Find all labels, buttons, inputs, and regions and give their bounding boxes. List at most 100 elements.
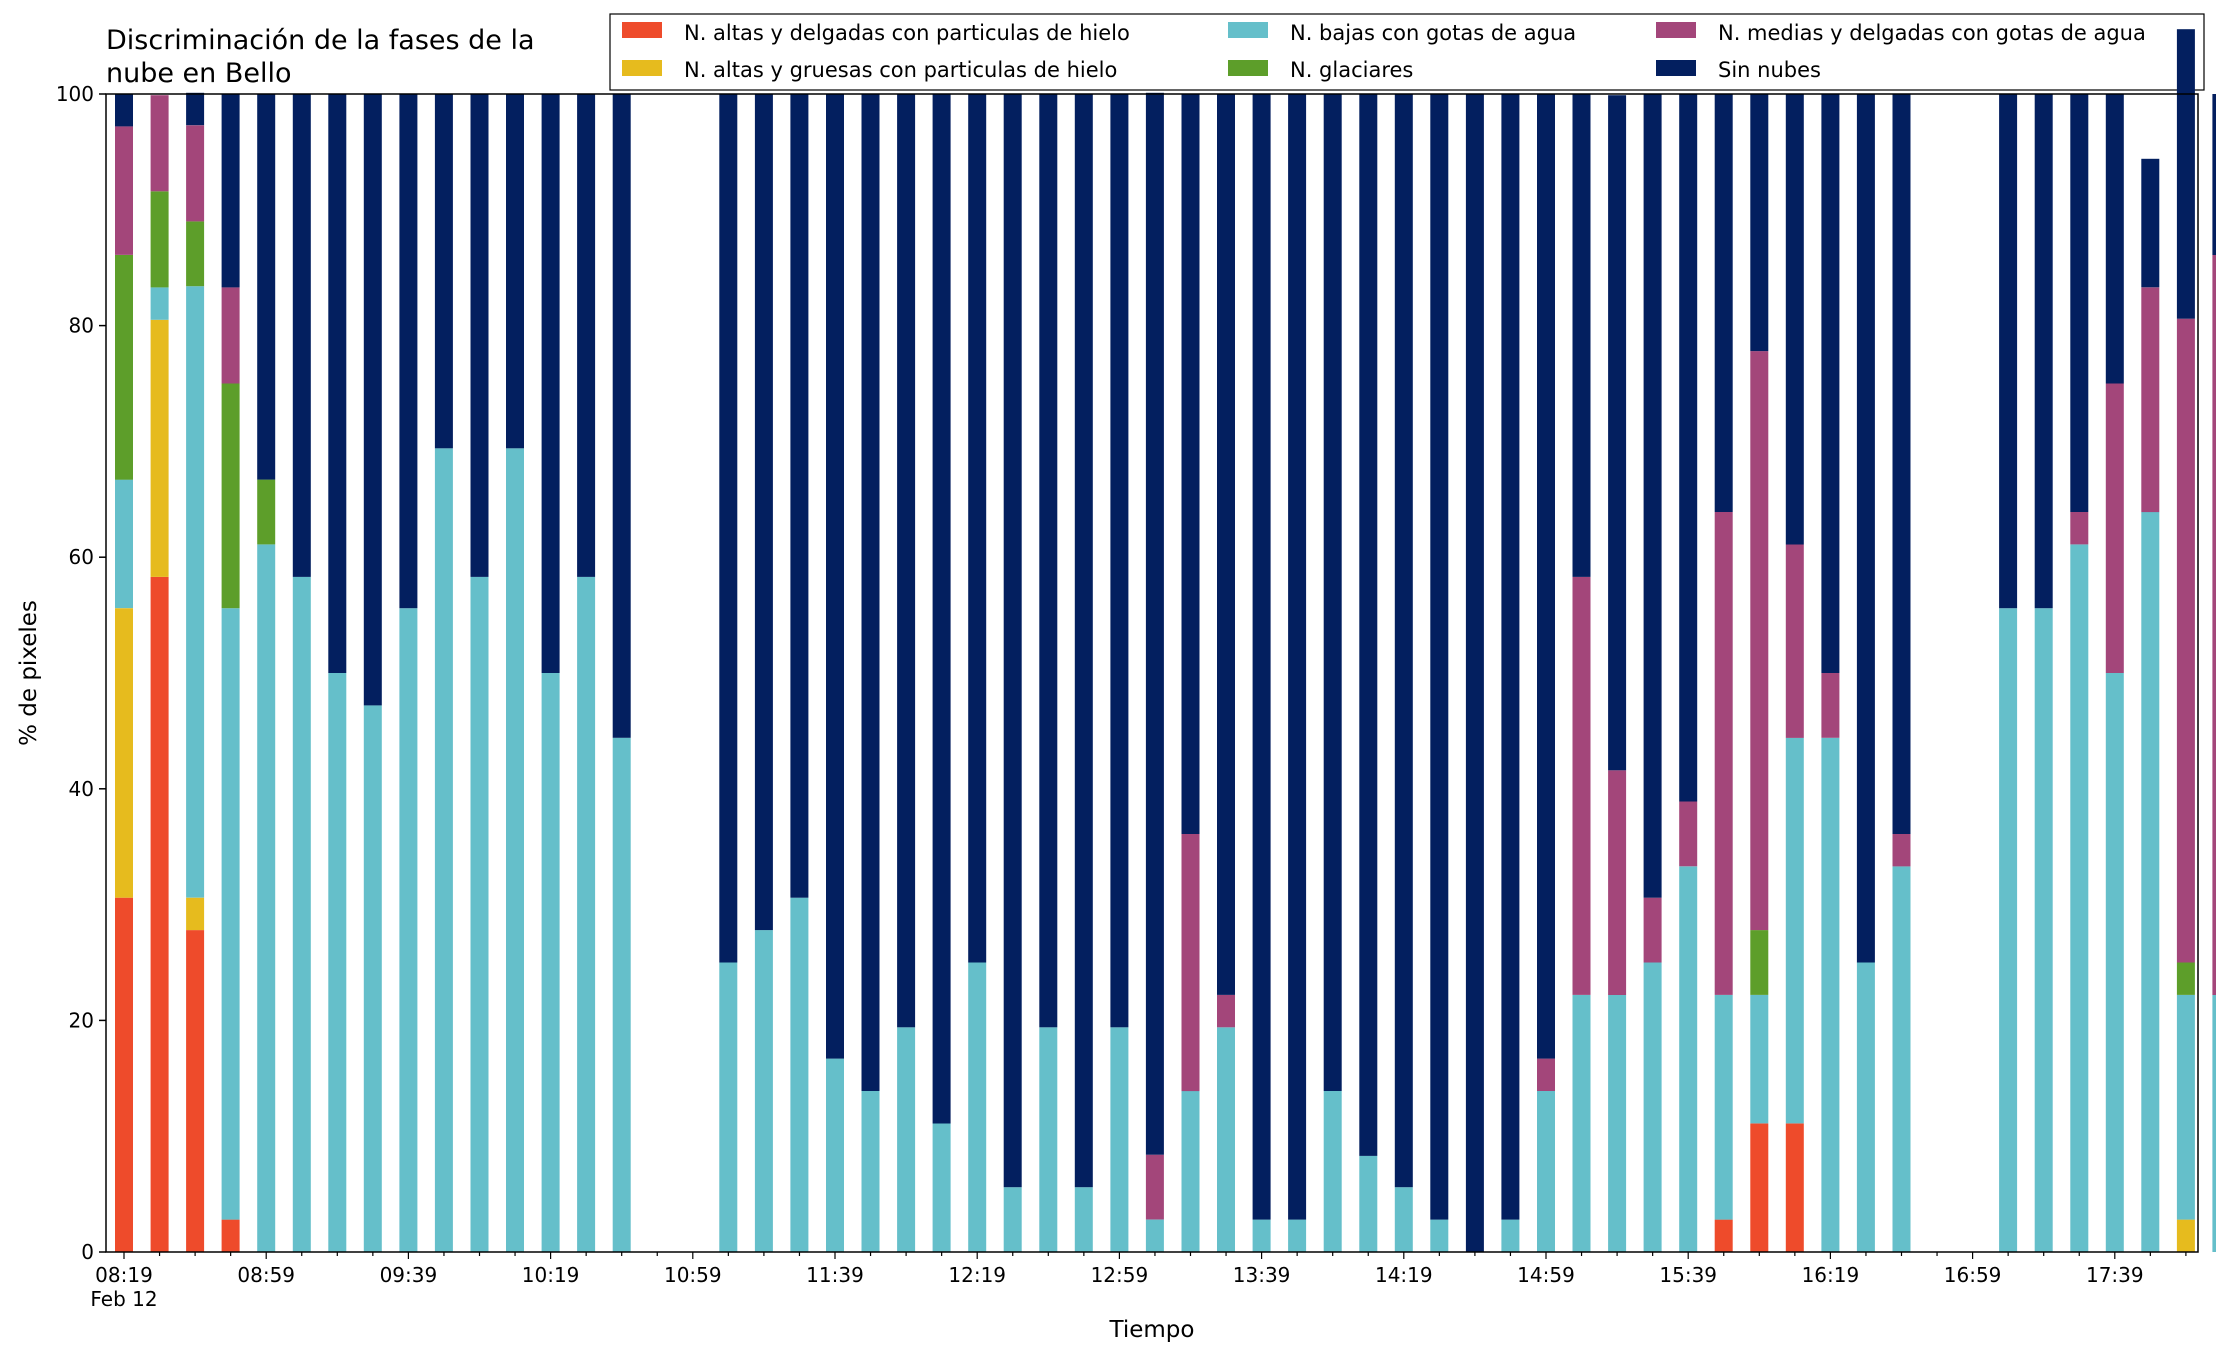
x-tick-label: 14:59 — [1517, 1263, 1575, 1287]
bar-segment-sin_nubes — [968, 94, 987, 963]
bar-segment-sin_nubes — [506, 94, 524, 449]
bar-segment-bajas_agua — [1999, 608, 2018, 1252]
bar-segment-bajas_agua — [790, 897, 809, 1252]
bar-segment-sin_nubes — [541, 94, 560, 673]
bar-segment-sin_nubes — [221, 94, 240, 288]
x-tick-label: 08:59 — [237, 1263, 295, 1287]
bar-segment-bajas_agua — [612, 737, 631, 1252]
bar-segment-bajas_agua — [1892, 866, 1911, 1252]
legend-label-sin-nubes: Sin nubes — [1718, 58, 1821, 82]
y-tick-label: 80 — [69, 314, 94, 338]
bar-segment-altas_gruesas — [186, 897, 205, 931]
bar-segment-bajas_agua — [1288, 1219, 1307, 1252]
bar-segment-medias_delgadas — [2070, 512, 2089, 545]
bar-segment-sin_nubes — [2141, 158, 2160, 288]
bar-segment-bajas_agua — [1394, 1187, 1413, 1252]
bar-segment-sin_nubes — [1323, 94, 1342, 1091]
bar-segment-sin_nubes — [1074, 94, 1093, 1188]
bar-segment-sin_nubes — [1892, 94, 1911, 834]
bar-segment-medias_delgadas — [2105, 383, 2124, 673]
bar-segment-medias_delgadas — [1643, 897, 1662, 963]
x-tick-label: 12:19 — [948, 1263, 1006, 1287]
bar-segment-sin_nubes — [1537, 94, 1555, 1059]
bar-segment-bajas_agua — [577, 576, 596, 1252]
bar-segment-bajas_agua — [2141, 512, 2160, 1252]
bar-segment-bajas_agua — [186, 286, 205, 898]
legend-swatch-medias-delgadas — [1656, 22, 1696, 38]
x-tick-label: 17:39 — [2086, 1263, 2144, 1287]
bar-segment-medias_delgadas — [1892, 834, 1911, 867]
bar-segment-sin_nubes — [1394, 94, 1413, 1188]
legend-swatch-sin-nubes — [1656, 60, 1696, 76]
chart-title-line-2: nube en Bello — [106, 58, 292, 89]
bar-segment-bajas_agua — [257, 544, 276, 1252]
x-tick-label: 08:19 — [95, 1263, 153, 1287]
bar-segment-bajas_agua — [1821, 737, 1840, 1252]
bar-segment-bajas_agua — [932, 1123, 951, 1252]
bar-segment-bajas_agua — [1785, 737, 1804, 1124]
bar-segment-bajas_agua — [1608, 994, 1627, 1252]
y-axis: 0 20 40 60 80 100 — [56, 82, 106, 1264]
bar-segment-medias_delgadas — [1572, 576, 1591, 995]
bar-segment-bajas_agua — [1501, 1219, 1520, 1252]
x-tick-label: 15:39 — [1659, 1263, 1717, 1287]
bar-segment-sin_nubes — [1679, 94, 1698, 802]
bar-segment-bajas_agua — [1252, 1219, 1271, 1252]
y-axis-label: % de pixeles — [16, 600, 42, 746]
legend-box — [609, 13, 2205, 91]
bar-segment-medias_delgadas — [1750, 351, 1769, 931]
bar-segment-bajas_agua — [2176, 994, 2195, 1220]
bar-segment-sin_nubes — [2105, 94, 2124, 384]
bar-segment-sin_nubes — [470, 94, 489, 577]
bar-segment-glaciares — [186, 221, 205, 287]
bar-segment-sin_nubes — [1181, 94, 1200, 834]
bar-segment-bajas_agua — [541, 673, 560, 1252]
bar-segment-sin_nubes — [1856, 94, 1875, 963]
bar-segment-medias_delgadas — [1714, 512, 1733, 995]
bar-segment-bajas_agua — [470, 576, 489, 1252]
bar-segment-bajas_agua — [150, 287, 169, 320]
bar-segment-sin_nubes — [1643, 94, 1662, 898]
bar-segment-bajas_agua — [292, 576, 311, 1252]
bar-segment-altas_delgadas — [1785, 1123, 1804, 1252]
bar-segment-sin_nubes — [1572, 94, 1591, 577]
bar-segment-bajas_agua — [1750, 994, 1769, 1124]
bar-segment-bajas_agua — [115, 479, 133, 609]
legend-swatch-altas-delgadas — [622, 22, 662, 38]
bar-segment-bajas_agua — [363, 705, 382, 1252]
x-tick-label: 09:39 — [380, 1263, 438, 1287]
bar-segment-bajas_agua — [1145, 1219, 1164, 1252]
bar-segment-sin_nubes — [363, 94, 382, 706]
bar-segment-sin_nubes — [1714, 94, 1733, 512]
legend-label-bajas-agua: N. bajas con gotas de agua — [1290, 21, 1576, 45]
bar-segment-medias_delgadas — [1821, 673, 1840, 738]
bar-segment-sin_nubes — [1145, 92, 1164, 1155]
bar-segment-medias_delgadas — [150, 95, 169, 192]
bar-segment-sin_nubes — [2034, 94, 2053, 609]
bar-segment-sin_nubes — [115, 94, 133, 127]
legend-label-medias-delgadas: N. medias y delgadas con gotas de agua — [1718, 21, 2146, 45]
bar-segment-bajas_agua — [1714, 994, 1733, 1220]
bar-segment-sin_nubes — [257, 94, 276, 480]
bar-segment-bajas_agua — [1572, 994, 1591, 1252]
bar-segment-bajas_agua — [2212, 994, 2216, 1252]
bar-segment-sin_nubes — [1359, 94, 1378, 1156]
y-tick-label: 100 — [56, 82, 94, 106]
bar-segment-bajas_agua — [754, 930, 773, 1252]
x-tick-label: 12:59 — [1091, 1263, 1149, 1287]
bars-layer — [115, 29, 2216, 1252]
bar-segment-bajas_agua — [2105, 673, 2124, 1252]
bar-segment-medias_delgadas — [186, 125, 205, 222]
x-tick-label: 10:19 — [522, 1263, 580, 1287]
bar-segment-bajas_agua — [506, 448, 524, 1252]
legend-swatch-glaciares — [1228, 60, 1268, 76]
bar-segment-sin_nubes — [612, 94, 631, 738]
bar-segment-bajas_agua — [1359, 1155, 1378, 1252]
bar-segment-sin_nubes — [434, 94, 453, 449]
bar-segment-medias_delgadas — [1785, 544, 1804, 738]
bar-segment-glaciares — [115, 255, 133, 480]
bar-segment-bajas_agua — [1537, 1091, 1555, 1252]
x-axis: 08:19 08:59 09:39 10:19 10:59 11:39 12:19 12:59… — [90, 1252, 2187, 1311]
bar-segment-sin_nubes — [826, 94, 844, 1059]
